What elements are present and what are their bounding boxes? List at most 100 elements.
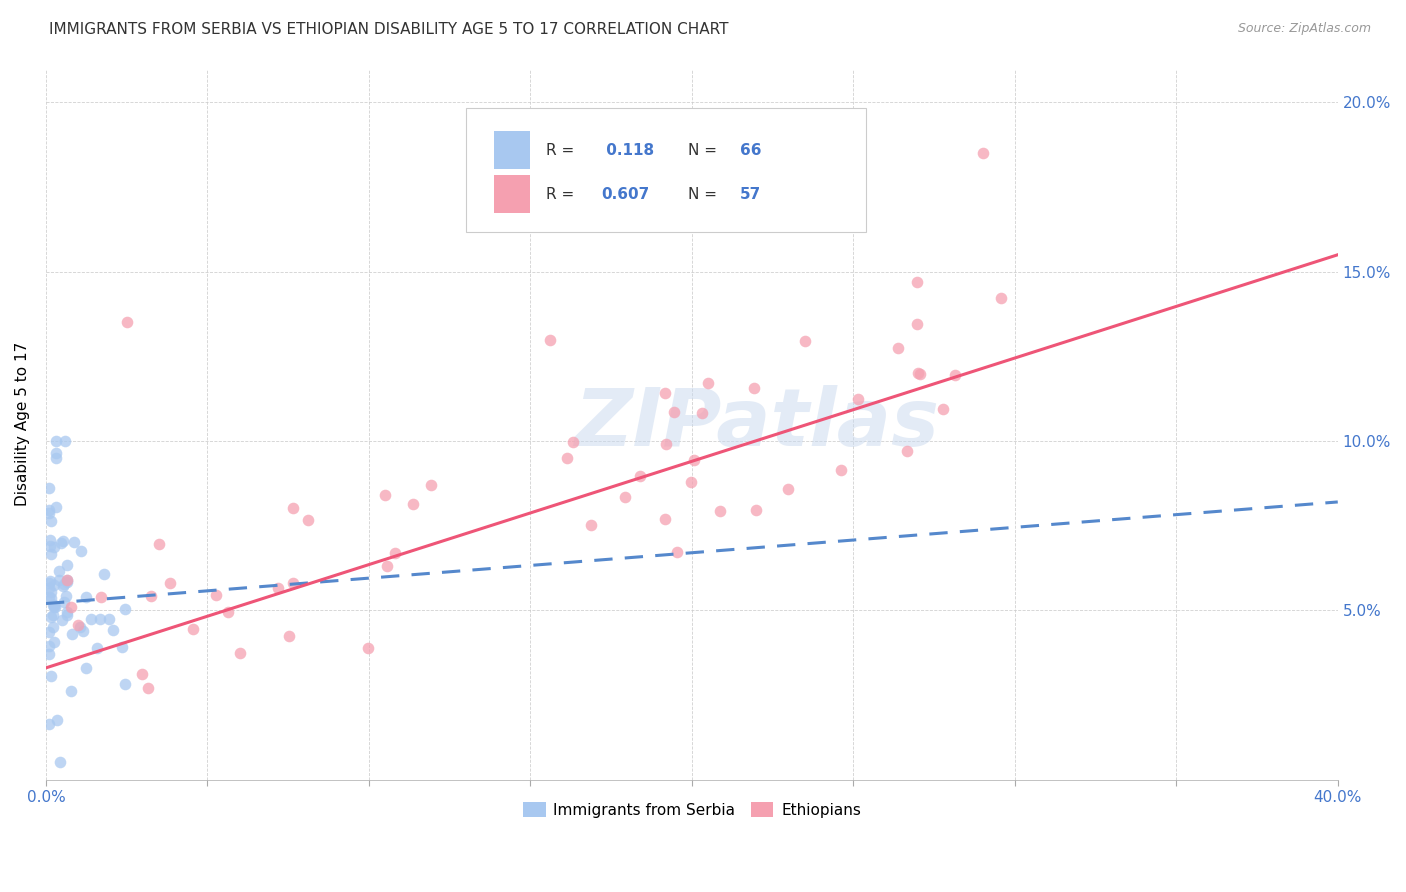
Point [277, 629, 299, 643]
Point [42, 635, 65, 649]
Point [745, 502, 768, 516]
Point [39, 585, 62, 599]
Point [628, 469, 651, 483]
Point [38, 506, 60, 520]
Point [55, 574, 77, 589]
Point [830, 463, 852, 477]
Point [115, 316, 138, 330]
Point [217, 605, 239, 619]
Point [136, 681, 159, 695]
Point [89, 612, 111, 626]
Point [654, 437, 676, 451]
Point [375, 559, 398, 574]
Point [39, 610, 62, 624]
Point [159, 576, 181, 591]
Point [39, 547, 62, 561]
Point [39, 591, 62, 605]
Point [69, 543, 91, 558]
Point [69, 619, 91, 633]
Point [281, 501, 304, 516]
Y-axis label: Disability Age 5 to 17: Disability Age 5 to 17 [15, 342, 30, 506]
Point [38, 639, 60, 653]
Point [357, 641, 380, 656]
Bar [495, 175, 530, 213]
Point [44, 600, 66, 615]
Point [51, 536, 73, 550]
Legend: Immigrants from Serbia, Ethiopians: Immigrants from Serbia, Ethiopians [515, 794, 869, 825]
Point [38, 648, 60, 662]
Point [679, 475, 702, 490]
Text: 66: 66 [740, 143, 761, 158]
Point [38, 717, 60, 731]
Point [38, 581, 60, 595]
Point [56, 608, 79, 623]
Point [75, 661, 97, 675]
Point [56, 573, 79, 587]
Point [44, 540, 66, 554]
Point [42, 620, 65, 634]
Point [38, 481, 60, 495]
Point [148, 537, 170, 551]
Point [55, 558, 77, 572]
Text: 0.118: 0.118 [602, 143, 655, 158]
Point [66, 618, 89, 632]
Point [794, 334, 817, 348]
Point [267, 581, 290, 595]
FancyBboxPatch shape [465, 108, 866, 232]
Point [38, 591, 60, 605]
Point [42, 598, 65, 612]
Point [44, 600, 66, 615]
Point [51, 614, 73, 628]
Point [48, 755, 70, 769]
Point [56, 573, 79, 587]
Point [45, 445, 67, 459]
Point [42, 598, 65, 612]
Point [905, 275, 928, 289]
Point [932, 401, 955, 416]
Point [401, 497, 423, 511]
Point [46, 713, 69, 727]
Point [683, 453, 706, 467]
Point [39, 574, 62, 589]
Point [45, 500, 67, 515]
Point [38, 540, 60, 554]
Point [297, 513, 319, 527]
Point [419, 478, 441, 492]
Point [579, 517, 602, 532]
Point [654, 385, 676, 400]
Point [93, 567, 115, 582]
Point [205, 588, 228, 602]
Point [45, 434, 67, 448]
Point [561, 435, 583, 450]
Point [44, 578, 66, 592]
Bar [495, 131, 530, 169]
Point [52, 534, 75, 549]
Point [38, 533, 60, 548]
Point [60, 627, 83, 641]
Point [48, 574, 70, 588]
Point [896, 443, 918, 458]
Text: N =: N = [688, 143, 721, 158]
Point [131, 666, 153, 681]
Point [538, 333, 561, 347]
Point [90, 590, 112, 604]
Point [52, 579, 75, 593]
Point [692, 406, 714, 420]
Text: ZIPatlas: ZIPatlas [574, 385, 939, 463]
Text: R =: R = [546, 143, 579, 158]
Text: R =: R = [546, 186, 579, 202]
Text: 57: 57 [740, 186, 761, 202]
Point [38, 625, 60, 640]
Point [281, 576, 304, 591]
Point [662, 405, 685, 419]
Point [990, 292, 1012, 306]
Point [41, 669, 63, 683]
Point [103, 623, 125, 637]
Point [654, 512, 676, 526]
Point [80, 612, 103, 626]
Point [114, 676, 136, 690]
Point [111, 640, 134, 654]
Point [86, 641, 108, 656]
Point [907, 366, 929, 380]
Point [181, 622, 204, 636]
